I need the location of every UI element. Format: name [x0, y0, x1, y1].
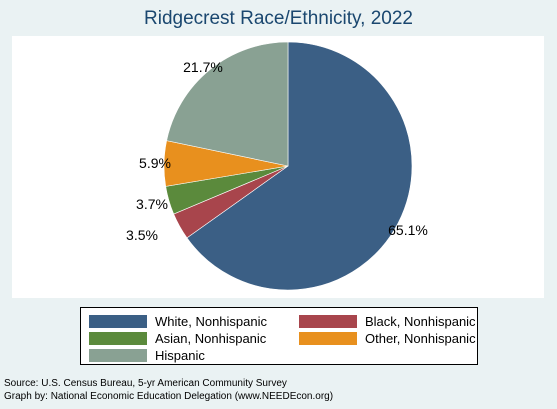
pie-slice-hispanic — [166, 41, 289, 167]
legend-label-other: Other, Nonhispanic — [365, 331, 476, 346]
data-label-other: 5.9% — [139, 155, 171, 171]
legend-item-other: Other, Nonhispanic — [299, 331, 476, 346]
legend-swatch-black — [299, 315, 357, 328]
legend-label-black: Black, Nonhispanic — [365, 314, 476, 329]
pie-slice-white — [186, 41, 413, 291]
data-label-hispanic: 21.7% — [183, 59, 223, 75]
legend-label-hispanic: Hispanic — [155, 348, 205, 363]
credit-note: Graph by: National Economic Education De… — [4, 391, 334, 402]
legend-item-white: White, Nonhispanic — [89, 314, 267, 329]
legend-item-asian: Asian, Nonhispanic — [89, 331, 266, 346]
data-label-asian: 3.7% — [136, 196, 168, 212]
legend-swatch-hispanic — [89, 349, 147, 362]
source-note: Source: U.S. Census Bureau, 5-yr America… — [4, 378, 287, 389]
legend-label-white: White, Nonhispanic — [155, 314, 267, 329]
legend-swatch-asian — [89, 332, 147, 345]
legend-label-asian: Asian, Nonhispanic — [155, 331, 267, 346]
chart-title: Ridgecrest Race/Ethnicity, 2022 — [144, 8, 413, 29]
legend-swatch-other — [299, 332, 357, 345]
legend-item-hispanic: Hispanic — [89, 348, 205, 363]
legend: White, Nonhispanic Black, Nonhispanic As… — [80, 307, 478, 365]
legend-item-black: Black, Nonhispanic — [299, 314, 476, 329]
data-label-black: 3.5% — [126, 227, 158, 243]
legend-swatch-white — [89, 315, 147, 328]
data-label-white: 65.1% — [388, 222, 428, 238]
